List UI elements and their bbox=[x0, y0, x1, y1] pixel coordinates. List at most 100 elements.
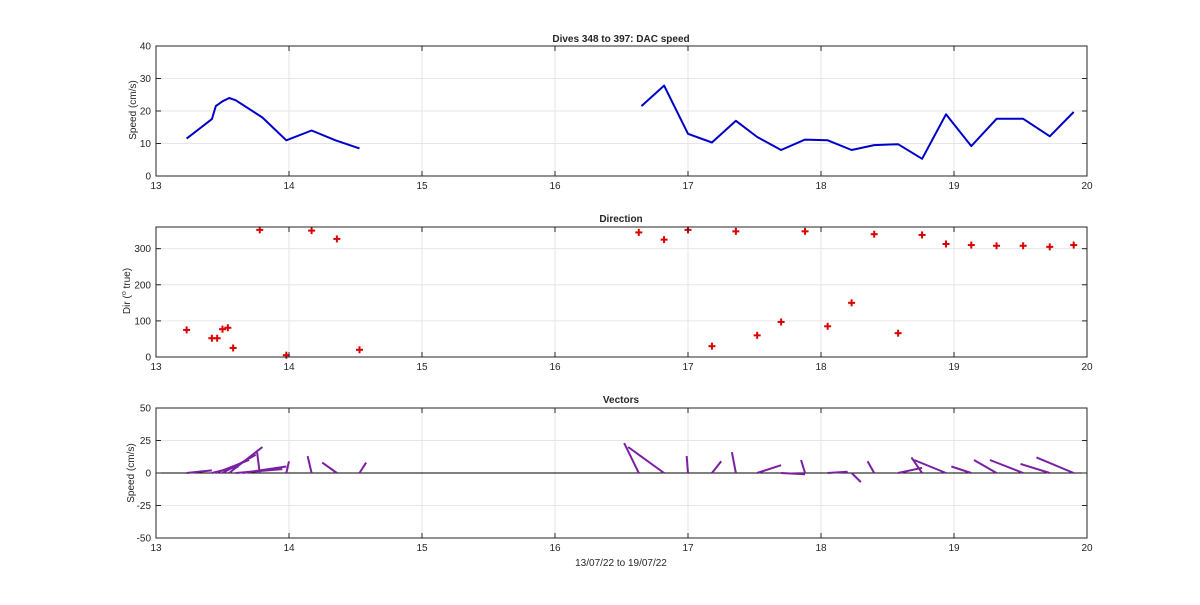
speed-xtick-label: 15 bbox=[416, 181, 428, 192]
direction-ylabel: Dir (o true) bbox=[121, 268, 133, 314]
vectors-title: Vectors bbox=[603, 395, 640, 406]
direction-point bbox=[333, 235, 341, 243]
direction-point bbox=[801, 227, 809, 235]
vectors-vector bbox=[951, 465, 972, 474]
vectors-xtick-label: 19 bbox=[948, 543, 960, 554]
vectors-panel: Vectors Speed (cm/s) 13/07/22 to 19/07/2… bbox=[126, 395, 1093, 569]
vectors-vector bbox=[222, 453, 257, 474]
vectors-ytick-label: 50 bbox=[140, 404, 152, 415]
vectors-vector bbox=[685, 456, 689, 474]
direction-point bbox=[355, 346, 363, 354]
speed-ytick-label: 30 bbox=[140, 74, 152, 85]
direction-xtick-label: 16 bbox=[549, 362, 561, 373]
direction-xtick-label: 19 bbox=[948, 362, 960, 373]
direction-xtick-label: 18 bbox=[815, 362, 827, 373]
vectors-xtick-label: 14 bbox=[283, 543, 295, 554]
vectors-vector bbox=[850, 472, 862, 483]
vectors-ytick-label: -50 bbox=[137, 534, 152, 545]
vectors-vector bbox=[913, 459, 947, 474]
speed-ytick-label: 0 bbox=[145, 172, 151, 183]
speed-ytick-label: 20 bbox=[140, 107, 152, 118]
direction-point bbox=[753, 331, 761, 339]
vectors-vector bbox=[321, 461, 338, 474]
vectors-xtick-label: 17 bbox=[682, 543, 694, 554]
direction-ylabel-part-1: Dir ( bbox=[122, 295, 133, 315]
speed-series-line bbox=[640, 84, 1075, 160]
vectors-vector bbox=[1020, 462, 1051, 474]
vectors-vector bbox=[781, 472, 806, 476]
vectors-ytick-label: -25 bbox=[137, 501, 152, 512]
vectors-xtick-label: 18 bbox=[815, 543, 827, 554]
vectors-vector bbox=[228, 446, 264, 474]
direction-ytick-label: 100 bbox=[134, 316, 151, 327]
direction-point bbox=[967, 241, 975, 249]
speed-xtick-label: 17 bbox=[682, 181, 694, 192]
direction-point bbox=[1070, 241, 1078, 249]
vectors-vector bbox=[358, 462, 367, 474]
direction-xtick-label: 20 bbox=[1081, 362, 1093, 373]
direction-point bbox=[732, 227, 740, 235]
direction-point bbox=[824, 322, 832, 330]
speed-xtick-label: 16 bbox=[549, 181, 561, 192]
vectors-vector bbox=[242, 465, 287, 474]
vectors-vector bbox=[910, 456, 923, 474]
direction-point bbox=[942, 240, 950, 248]
direction-ytick-label: 0 bbox=[145, 353, 151, 364]
vectors-vector bbox=[186, 469, 212, 474]
direction-point bbox=[1019, 242, 1027, 250]
speed-xtick-label: 20 bbox=[1081, 181, 1093, 192]
direction-title: Direction bbox=[599, 214, 642, 225]
vectors-vector bbox=[730, 452, 737, 474]
direction-xtick-label: 13 bbox=[150, 362, 162, 373]
vectors-vector bbox=[623, 442, 640, 474]
direction-point bbox=[224, 324, 232, 332]
direction-point bbox=[894, 329, 902, 337]
vectors-vector bbox=[866, 460, 876, 474]
direction-point bbox=[918, 231, 926, 239]
vectors-vector bbox=[256, 452, 261, 474]
direction-point bbox=[1046, 243, 1054, 251]
speed-title: Dives 348 to 397: DAC speed bbox=[552, 34, 689, 45]
vectors-vector bbox=[756, 464, 782, 474]
speed-ytick-label: 10 bbox=[140, 139, 152, 150]
vectors-ytick-label: 25 bbox=[140, 436, 152, 447]
direction-point bbox=[635, 228, 643, 236]
speed-xtick-label: 19 bbox=[948, 181, 960, 192]
vectors-vector bbox=[711, 460, 723, 474]
direction-ylabel-part-2: true) bbox=[122, 268, 133, 291]
direction-point bbox=[870, 230, 878, 238]
speed-ytick-label: 40 bbox=[140, 42, 152, 53]
direction-point bbox=[229, 344, 237, 352]
speed-xtick-label: 13 bbox=[150, 181, 162, 192]
direction-point bbox=[213, 334, 221, 342]
vectors-xtick-label: 13 bbox=[150, 543, 162, 554]
direction-axes-box bbox=[155, 226, 1088, 358]
vectors-vector bbox=[285, 461, 290, 474]
direction-point bbox=[848, 299, 856, 307]
direction-point bbox=[777, 318, 785, 326]
direction-point bbox=[183, 326, 191, 334]
direction-point bbox=[993, 242, 1001, 250]
vectors-xtick-label: 16 bbox=[549, 543, 561, 554]
vectors-ytick-label: 0 bbox=[145, 469, 151, 480]
direction-point bbox=[256, 226, 264, 234]
vectors-xtick-label: 15 bbox=[416, 543, 428, 554]
vectors-vector bbox=[973, 459, 998, 474]
vectors-vector bbox=[800, 459, 806, 474]
direction-xtick-label: 14 bbox=[283, 362, 295, 373]
direction-ytick-label: 300 bbox=[134, 244, 151, 255]
direction-xtick-label: 17 bbox=[682, 362, 694, 373]
vectors-vector bbox=[1036, 456, 1075, 474]
direction-xtick-label: 15 bbox=[416, 362, 428, 373]
speed-panel: Dives 348 to 397: DAC speed Speed (cm/s)… bbox=[128, 34, 1093, 192]
direction-point bbox=[660, 236, 668, 244]
direction-ytick-label: 200 bbox=[134, 280, 151, 291]
direction-panel: Direction Dir (o true) 13 14 15 16 17 18 19 200… bbox=[121, 214, 1093, 373]
speed-xtick-label: 18 bbox=[815, 181, 827, 192]
direction-ylabel-degree: o bbox=[121, 291, 128, 295]
x-axis-label: 13/07/22 to 19/07/22 bbox=[575, 558, 667, 569]
vectors-ylabel: Speed (cm/s) bbox=[126, 443, 137, 502]
direction-point bbox=[708, 342, 716, 350]
vectors-vector bbox=[306, 455, 313, 474]
